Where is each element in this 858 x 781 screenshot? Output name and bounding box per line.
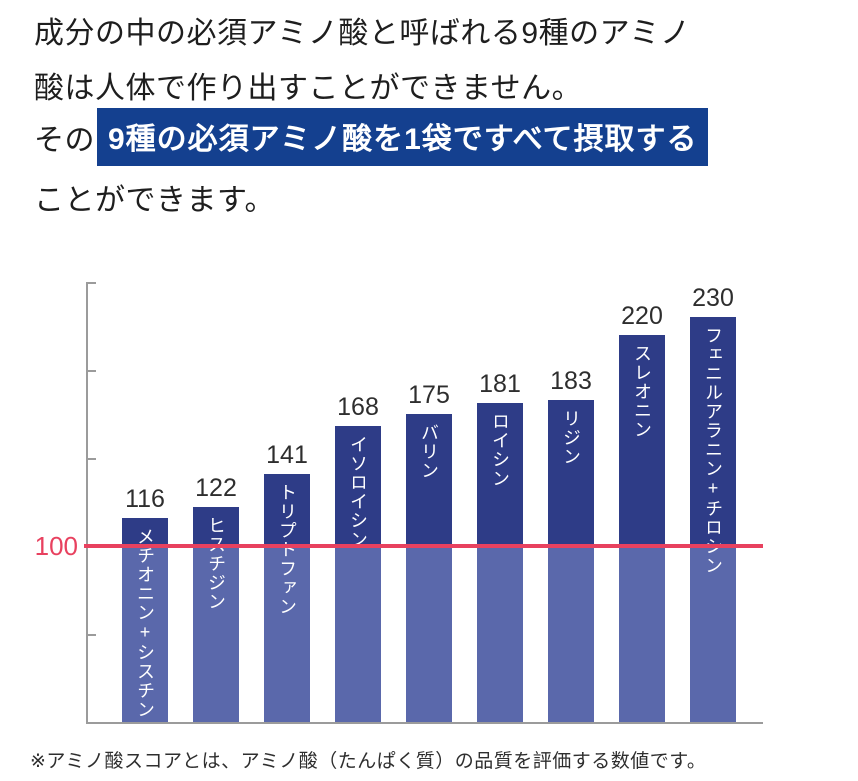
bar-label: ヒスチジン	[206, 516, 226, 611]
bar-label: ロイシン	[490, 412, 510, 488]
bar: フェニルアラニン+チロシン	[690, 317, 736, 722]
bar: ロイシン	[477, 403, 523, 722]
bar-value: 183	[550, 367, 592, 395]
bar-value: 175	[408, 381, 450, 409]
bar-value: 230	[692, 284, 734, 312]
bar-segment-above-100	[335, 426, 381, 546]
intro-line-3-prefix: その	[34, 124, 95, 157]
bar-label: スレオニン	[632, 344, 652, 439]
y-axis-tick-200	[88, 370, 96, 372]
bar-label: メチオニン+シスチン	[135, 527, 155, 719]
bar-label: リジン	[561, 409, 581, 466]
bar-label: イソロイシン	[348, 435, 368, 549]
y-axis-tick-250	[88, 282, 96, 284]
bar: スレオニン	[619, 335, 665, 722]
intro-line-2: 酸は人体で作り出すことができません。	[34, 72, 583, 105]
bar-segment-above-100	[122, 518, 168, 546]
bar: メチオニン+シスチン	[122, 518, 168, 722]
bar-segment-above-100	[690, 317, 736, 546]
reference-line-100	[84, 544, 763, 548]
bar: ヒスチジン	[193, 507, 239, 722]
intro-line-4: ことができます。	[34, 184, 275, 217]
bar-segment-above-100	[193, 507, 239, 546]
x-axis	[86, 722, 763, 724]
bar: イソロイシン	[335, 426, 381, 722]
bar-value: 168	[337, 393, 379, 421]
bar-label: バリン	[419, 423, 439, 480]
bar-segment-above-100	[477, 403, 523, 546]
y-axis	[86, 282, 88, 724]
y-axis-tick-150	[88, 458, 96, 460]
intro-line-3: その 9種の必須アミノ酸を1袋ですべて摂取する	[34, 108, 709, 166]
bar-value: 116	[125, 485, 165, 513]
bar-value: 220	[621, 302, 663, 330]
bar-value: 181	[479, 370, 521, 398]
bar: トリプトファン	[264, 474, 310, 722]
intro-line-1: 成分の中の必須アミノ酸と呼ばれる9種のアミノ	[34, 17, 691, 50]
bar-value: 122	[195, 474, 237, 502]
bar-label: トリプトファン	[277, 483, 297, 616]
bar-label: フェニルアラニン+チロシン	[703, 326, 723, 575]
bar-value: 141	[266, 441, 308, 469]
bar-segment-above-100	[619, 335, 665, 546]
y-axis-tick-50	[88, 634, 96, 636]
reference-line-label: 100	[34, 531, 78, 561]
footnote: ※アミノ酸スコアとは、アミノ酸（たんぱく質）の品質を評価する数値です。	[30, 751, 707, 772]
highlight-text: 9種の必須アミノ酸を1袋ですべて摂取する	[97, 108, 709, 166]
bar-segment-above-100	[264, 474, 310, 546]
bar-segment-above-100	[406, 414, 452, 546]
bar: リジン	[548, 400, 594, 722]
bar: バリン	[406, 414, 452, 722]
bar-segment-above-100	[548, 400, 594, 546]
